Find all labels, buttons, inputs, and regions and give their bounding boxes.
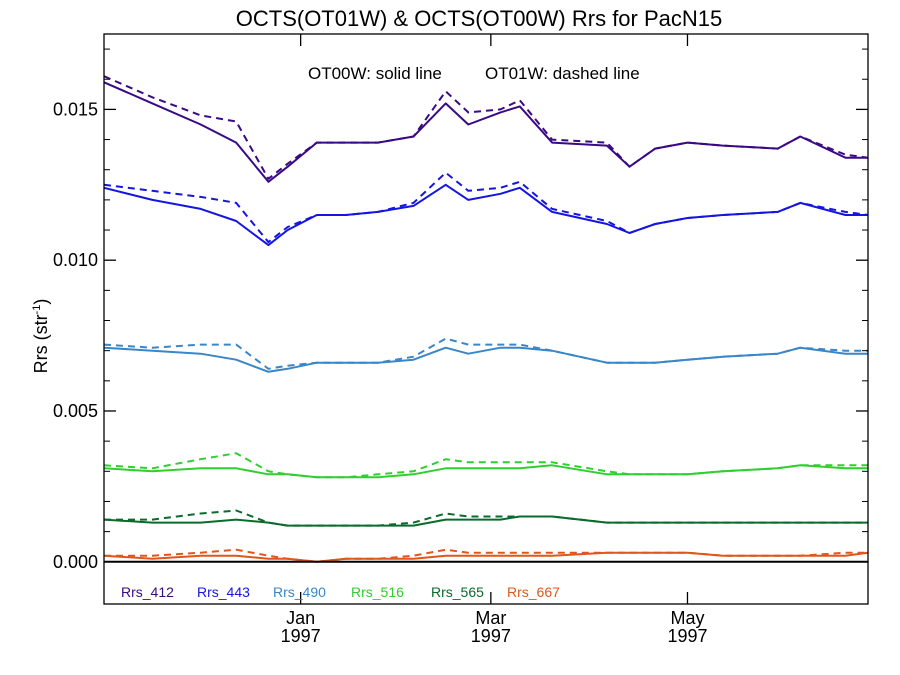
legend-item-rrs-516: Rrs_516 bbox=[351, 584, 404, 600]
x-tick-year-label: 1997 bbox=[471, 626, 511, 646]
y-tick-label: 0.000 bbox=[53, 552, 98, 572]
plot-frame bbox=[103, 33, 869, 605]
chart-title: OCTS(OT01W) & OCTS(OT00W) Rrs for PacN15 bbox=[236, 6, 723, 31]
series-line-rrs-490-solid bbox=[103, 346, 868, 373]
series-line-rrs-443-solid bbox=[103, 183, 868, 247]
legend-item-rrs-443: Rrs_443 bbox=[197, 584, 250, 600]
x-tick-year-label: 1997 bbox=[667, 626, 707, 646]
annotation-solid: OT00W: solid line bbox=[308, 64, 442, 83]
y-tick-label: 0.010 bbox=[53, 250, 98, 270]
y-axis-label: Rrs (str-1) bbox=[31, 299, 51, 374]
legend: Rrs_412 Rrs_443 Rrs_490 Rrs_516 Rrs_565 Rrs_6… bbox=[121, 584, 560, 600]
series-line-rrs-490-dashed bbox=[103, 337, 868, 370]
series-line-rrs-443-dashed bbox=[103, 171, 869, 244]
series-line-rrs-565-solid bbox=[103, 515, 868, 527]
series-line-rrs-516-solid bbox=[103, 464, 868, 479]
plot-lines bbox=[103, 75, 869, 563]
y-axis-label-superscript: -1 bbox=[31, 305, 43, 315]
legend-item-rrs-412: Rrs_412 bbox=[121, 584, 174, 600]
x-tick-year-label: 1997 bbox=[281, 626, 321, 646]
series-line-rrs-412-solid bbox=[103, 81, 868, 183]
y-axis-label-text: Rrs (str bbox=[31, 314, 51, 373]
legend-item-rrs-667: Rrs_667 bbox=[507, 584, 560, 600]
y-axis-label-close: ) bbox=[31, 299, 51, 305]
series-line-rrs-667-dashed bbox=[104, 548, 868, 563]
x-tick-month-label: Mar bbox=[475, 608, 506, 628]
series-line-rrs-565-dashed bbox=[104, 509, 868, 527]
y-tick-label: 0.005 bbox=[53, 401, 98, 421]
series-line-rrs-412-dashed bbox=[103, 75, 869, 180]
series-line-rrs-516-dashed bbox=[103, 452, 868, 479]
axes: 0.0000.0050.0100.015Jan1997Mar1997May199… bbox=[53, 33, 869, 646]
x-tick-month-label: May bbox=[670, 608, 704, 628]
legend-item-rrs-565: Rrs_565 bbox=[431, 584, 484, 600]
legend-item-rrs-490: Rrs_490 bbox=[273, 584, 326, 600]
series-line-rrs-667-solid bbox=[103, 551, 869, 563]
y-tick-label: 0.015 bbox=[53, 99, 98, 119]
annotation-dashed: OT01W: dashed line bbox=[485, 64, 640, 83]
x-tick-month-label: Jan bbox=[286, 608, 315, 628]
